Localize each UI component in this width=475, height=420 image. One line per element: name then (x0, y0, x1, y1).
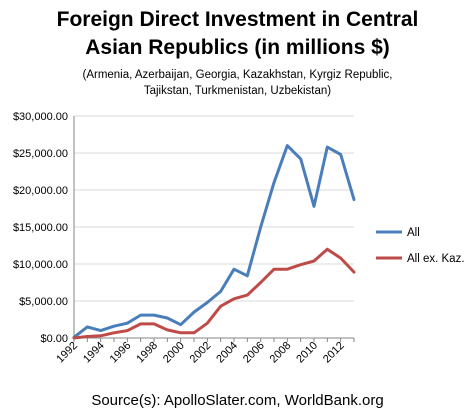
x-tick-label: 1996 (108, 340, 134, 366)
gridlines (74, 115, 354, 302)
chart-title-line-1: Foreign Direct Investment in Central (56, 8, 419, 31)
x-tick-label: 2000 (161, 340, 187, 366)
chart-title: Foreign Direct Investment in Central Asi… (0, 6, 475, 62)
chart-source: Source(s): ApolloSlater.com, WorldBank.o… (91, 392, 384, 409)
y-tick-label: $5,000.00 (19, 296, 68, 308)
axes: $0.00 $5,000.00 $10,000.00 $15,000.00 $20,00… (13, 111, 355, 366)
x-tick-label: 1994 (81, 340, 107, 366)
legend-label: All ex. Kaz. (407, 253, 465, 265)
x-tick-label: 2006 (241, 340, 267, 366)
y-tick-label: $15,000.00 (13, 222, 68, 234)
series-line-all (72, 144, 356, 339)
y-tick-label: $0.00 (40, 333, 68, 345)
y-tick-label: $30,000.00 (13, 111, 68, 123)
chart-title-line-2: Asian Republics (in millions $) (85, 36, 390, 59)
y-tick-label: $25,000.00 (13, 148, 68, 160)
chart-subtitle-line-1: (Armenia, Azerbaijan, Georgia, Kazakhsta… (82, 69, 393, 81)
x-tick-label: 2008 (268, 340, 294, 366)
x-tick-label: 2012 (321, 340, 347, 366)
series-line-all-ex-kaz (72, 247, 356, 340)
y-tick-label: $20,000.00 (13, 185, 68, 197)
legend-label: All (407, 227, 420, 239)
x-tick-label: 2002 (188, 340, 214, 366)
x-tick-label: 1998 (134, 340, 160, 366)
chart-subtitle-line-2: Tajikstan, Turkmenistan, Uzbekistan) (143, 85, 332, 97)
legend: All All ex. Kaz. (376, 227, 465, 265)
series-lines (72, 144, 356, 340)
chart-subtitle: (Armenia, Azerbaijan, Georgia, Kazakhsta… (0, 67, 475, 99)
x-tick-label: 2010 (294, 340, 320, 366)
x-tick-label: 2004 (214, 340, 240, 366)
y-tick-label: $10,000.00 (13, 259, 68, 271)
